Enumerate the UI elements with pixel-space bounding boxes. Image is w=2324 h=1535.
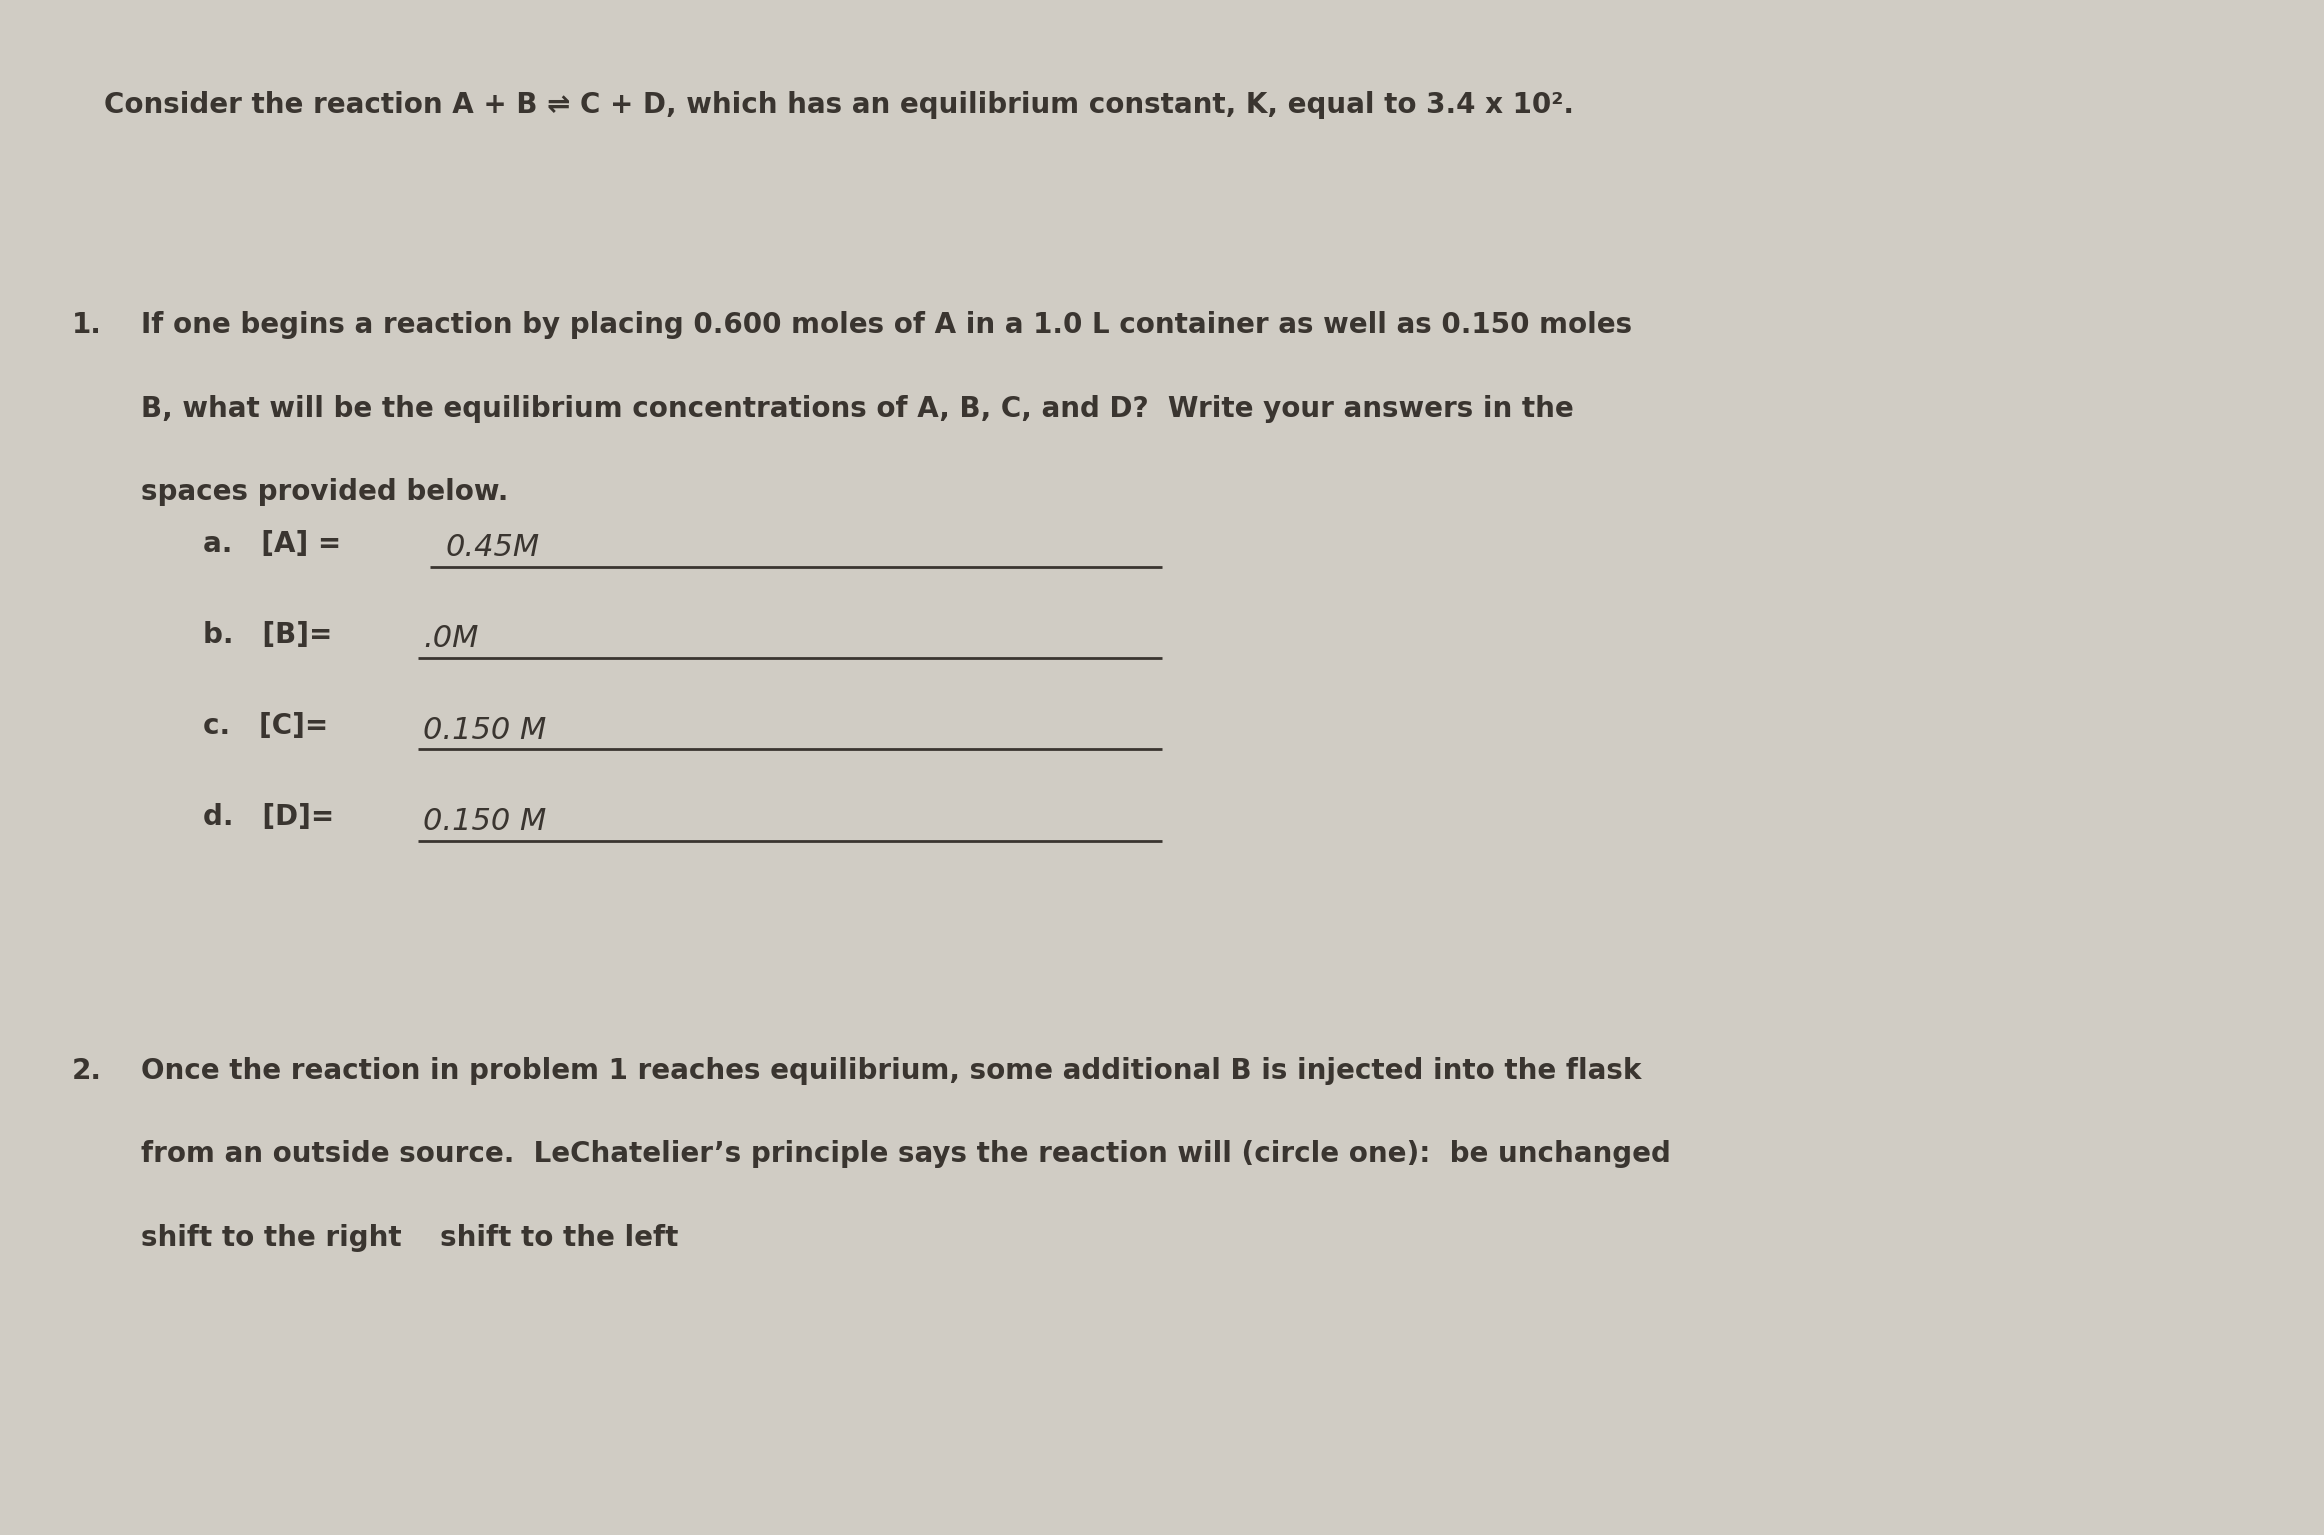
Text: B, what will be the equilibrium concentrations of A, B, C, and D?  Write your an: B, what will be the equilibrium concentr…: [142, 394, 1573, 422]
Text: Once the reaction in problem 1 reaches equilibrium, some additional B is injecte: Once the reaction in problem 1 reaches e…: [142, 1056, 1641, 1085]
Text: a.   [A] =: a. [A] =: [202, 530, 351, 557]
Text: from an outside source.  LeChatelier’s principle says the reaction will (circle : from an outside source. LeChatelier’s pr…: [142, 1141, 1671, 1168]
Text: d.   [D]=: d. [D]=: [202, 803, 335, 832]
Text: Consider the reaction A + B ⇌ C + D, which has an equilibrium constant, K, equal: Consider the reaction A + B ⇌ C + D, whi…: [105, 91, 1573, 118]
Text: If one begins a reaction by placing 0.600 moles of A in a 1.0 L container as wel: If one begins a reaction by placing 0.60…: [142, 312, 1631, 339]
Text: 0.45M: 0.45M: [446, 533, 539, 562]
Text: 0.150 M: 0.150 M: [423, 807, 546, 837]
Text: shift to the right    shift to the left: shift to the right shift to the left: [142, 1223, 679, 1253]
Text: c.   [C]=: c. [C]=: [202, 712, 339, 740]
Text: 2.: 2.: [72, 1056, 102, 1085]
Text: 1.: 1.: [72, 312, 102, 339]
Text: 0.150 M: 0.150 M: [423, 715, 546, 744]
Text: .0M: .0M: [423, 625, 479, 654]
Text: spaces provided below.: spaces provided below.: [142, 479, 509, 507]
Text: b.   [B]=: b. [B]=: [202, 620, 332, 649]
